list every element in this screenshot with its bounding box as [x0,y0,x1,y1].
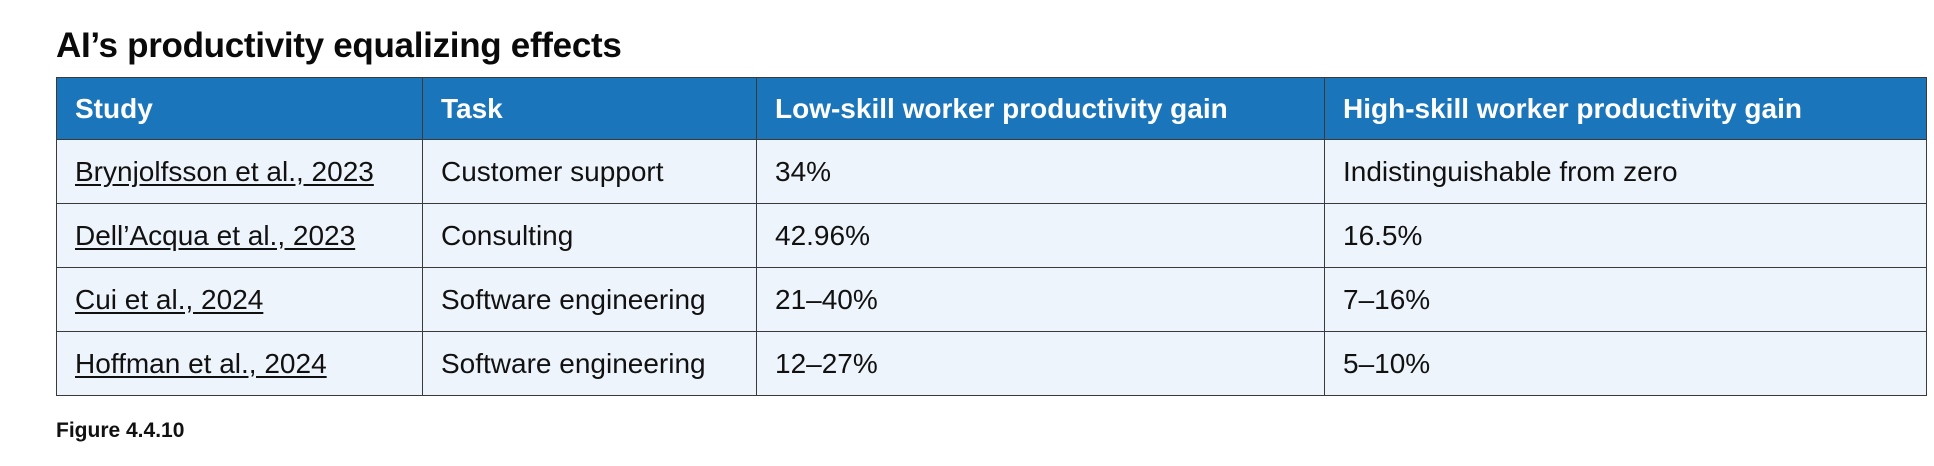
study-cell: Dell’Acqua et al., 2023 [56,203,423,268]
study-cell: Brynjolfsson et al., 2023 [56,139,423,204]
high-skill-gain-cell: 5–10% [1324,331,1927,396]
column-header-low-skill-gain: Low-skill worker productivity gain [756,77,1325,140]
column-header-task: Task [422,77,757,140]
low-skill-gain-cell: 12–27% [756,331,1325,396]
studies-table: Study Task Low-skill worker productivity… [56,77,1927,396]
study-cell: Hoffman et al., 2024 [56,331,423,396]
low-skill-gain-cell: 34% [756,139,1325,204]
column-header-study: Study [56,77,423,140]
table-row: Dell’Acqua et al., 2023 Consulting 42.96… [56,203,1927,268]
study-cell: Cui et al., 2024 [56,267,423,332]
task-cell: Software engineering [422,331,757,396]
table-row: Cui et al., 2024 Software engineering 21… [56,267,1927,332]
page-title: AI’s productivity equalizing effects [56,26,622,65]
table-row: Hoffman et al., 2024 Software engineerin… [56,331,1927,396]
column-header-high-skill-gain: High-skill worker productivity gain [1324,77,1927,140]
study-link[interactable]: Dell’Acqua et al., 2023 [75,219,356,251]
figure-caption: Figure 4.4.10 [56,419,185,442]
low-skill-gain-cell: 21–40% [756,267,1325,332]
high-skill-gain-cell: 16.5% [1324,203,1927,268]
high-skill-gain-cell: 7–16% [1324,267,1927,332]
study-link[interactable]: Brynjolfsson et al., 2023 [75,155,374,187]
task-cell: Consulting [422,203,757,268]
low-skill-gain-cell: 42.96% [756,203,1325,268]
table-row: Brynjolfsson et al., 2023 Customer suppo… [56,139,1927,204]
task-cell: Customer support [422,139,757,204]
study-link[interactable]: Cui et al., 2024 [75,283,264,315]
task-cell: Software engineering [422,267,757,332]
high-skill-gain-cell: Indistinguishable from zero [1324,139,1927,204]
header-row: Study Task Low-skill worker productivity… [56,77,1927,140]
study-link[interactable]: Hoffman et al., 2024 [75,347,327,379]
